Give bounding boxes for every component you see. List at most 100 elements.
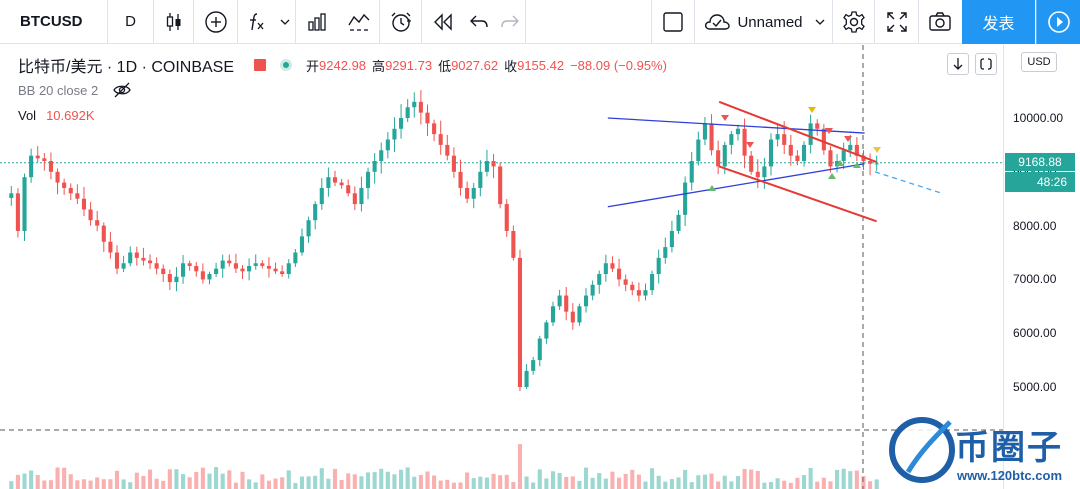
indicators-button[interactable] bbox=[238, 0, 274, 44]
sell-signal-marker bbox=[844, 136, 852, 142]
volume-bar bbox=[233, 482, 238, 489]
volume-bar bbox=[240, 471, 245, 489]
candle-body bbox=[392, 128, 397, 140]
fullscreen-button[interactable] bbox=[875, 0, 919, 44]
publish-button[interactable]: 发表 bbox=[962, 0, 1035, 44]
candle-body bbox=[418, 101, 423, 113]
save-layout-button[interactable]: Unnamed bbox=[696, 0, 833, 44]
candle-body bbox=[359, 187, 364, 205]
indicators-dropdown[interactable] bbox=[274, 0, 296, 44]
flag-icon[interactable] bbox=[254, 59, 267, 71]
candle-body bbox=[207, 274, 212, 280]
cloud-icon bbox=[705, 14, 731, 30]
candle-body bbox=[491, 161, 496, 167]
candle-body bbox=[768, 139, 774, 167]
auto-scale-button[interactable] bbox=[975, 53, 997, 75]
candle-body bbox=[379, 150, 384, 162]
sell-signal-marker bbox=[808, 107, 816, 113]
buy-signal-marker bbox=[836, 160, 844, 166]
volume-bar bbox=[108, 479, 113, 489]
symbol-label: BTCUSD bbox=[20, 13, 83, 30]
candle-body bbox=[511, 230, 516, 258]
candle-body bbox=[194, 265, 199, 272]
candle-body bbox=[293, 252, 298, 264]
chart-style-button[interactable] bbox=[154, 0, 194, 44]
candle-body bbox=[352, 193, 357, 205]
volume-bar bbox=[88, 480, 93, 489]
volume-bar bbox=[9, 481, 14, 489]
trendline bbox=[718, 100, 877, 164]
volume-bar bbox=[352, 474, 357, 489]
volume-bar bbox=[432, 475, 437, 489]
candle-body bbox=[498, 166, 503, 205]
top-toolbar: BTCUSD D bbox=[0, 0, 1080, 44]
candle-body bbox=[326, 177, 331, 188]
arrow-down-icon bbox=[953, 58, 963, 70]
snapshot-button[interactable] bbox=[919, 0, 961, 44]
volume-bar bbox=[214, 467, 219, 489]
volume-bar bbox=[471, 478, 476, 489]
symbol-search-button[interactable]: BTCUSD bbox=[0, 0, 108, 44]
price-chart[interactable] bbox=[0, 0, 1003, 489]
fullscreen-layout-button[interactable] bbox=[651, 0, 695, 44]
eye-hidden-icon[interactable] bbox=[112, 82, 132, 98]
volume-bar bbox=[385, 471, 390, 489]
volume-bar bbox=[326, 478, 331, 489]
volume-bar bbox=[801, 475, 807, 489]
candle-body bbox=[458, 171, 463, 188]
redo-button[interactable] bbox=[494, 0, 526, 44]
volume-bar bbox=[266, 480, 271, 489]
candle-body bbox=[676, 214, 681, 231]
templates-button[interactable] bbox=[338, 0, 380, 44]
volume-bar bbox=[141, 475, 146, 489]
volume-bar bbox=[617, 477, 622, 489]
interval-button[interactable]: D bbox=[108, 0, 154, 44]
scroll-to-latest-button[interactable] bbox=[947, 53, 969, 75]
volume-bar bbox=[775, 478, 780, 489]
candle-body bbox=[141, 257, 146, 261]
volume-bar bbox=[412, 476, 417, 489]
price-axis[interactable] bbox=[1003, 45, 1080, 489]
candle-body bbox=[643, 290, 648, 296]
volume-bar bbox=[134, 472, 139, 489]
candle-body bbox=[577, 306, 582, 323]
candle-body bbox=[524, 370, 529, 387]
candle-body bbox=[15, 193, 20, 231]
currency-badge[interactable]: USD bbox=[1021, 52, 1057, 72]
volume-bar bbox=[319, 468, 324, 489]
undo-button[interactable] bbox=[464, 0, 494, 44]
alert-button[interactable] bbox=[380, 0, 422, 44]
candle-body bbox=[306, 220, 311, 237]
volume-bar bbox=[557, 472, 562, 489]
volume-bar bbox=[379, 468, 384, 489]
template-chart-icon bbox=[347, 13, 369, 31]
price-tick-label: 5000.00 bbox=[1013, 380, 1057, 394]
volume-bar bbox=[782, 480, 787, 489]
candle-body bbox=[531, 360, 536, 371]
settings-button[interactable] bbox=[833, 0, 875, 44]
high-label: 高 bbox=[372, 58, 386, 74]
candle-body bbox=[42, 158, 47, 162]
candle-body bbox=[260, 263, 265, 266]
volume-bar bbox=[306, 476, 311, 489]
candle-body bbox=[438, 134, 443, 145]
candle-body bbox=[742, 128, 747, 156]
financials-button[interactable] bbox=[296, 0, 338, 44]
candle-body bbox=[610, 263, 615, 269]
candle-body bbox=[517, 257, 523, 387]
volume-bar bbox=[313, 475, 318, 489]
change-value: −88.09 (−0.95%) bbox=[570, 57, 667, 73]
candle-body bbox=[683, 182, 688, 215]
volume-bar bbox=[702, 474, 707, 489]
volume-bar bbox=[247, 479, 252, 489]
watermark-url: www.120btc.com bbox=[957, 468, 1062, 483]
play-button[interactable] bbox=[1036, 0, 1080, 44]
candle-body bbox=[339, 182, 344, 186]
candles-icon bbox=[166, 12, 180, 31]
alarm-clock-icon bbox=[391, 12, 411, 32]
compare-button[interactable] bbox=[194, 0, 238, 44]
candle-body bbox=[868, 161, 873, 164]
price-tick-label: 10000.00 bbox=[1013, 111, 1064, 125]
candle-body bbox=[412, 101, 417, 108]
replay-button[interactable] bbox=[422, 0, 464, 44]
